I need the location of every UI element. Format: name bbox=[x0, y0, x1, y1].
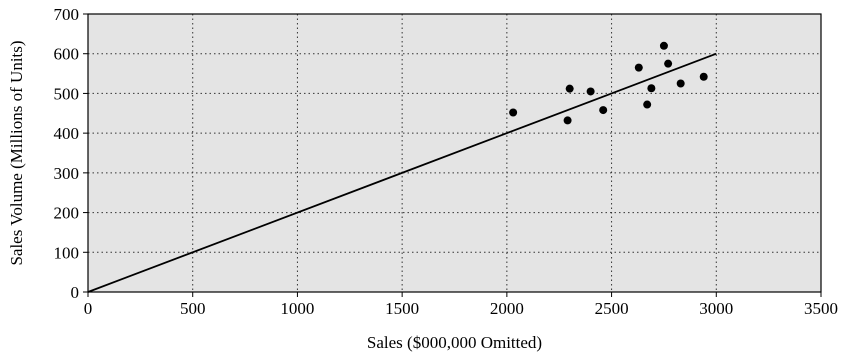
reference-line bbox=[87, 52, 717, 293]
y-tick-labels: 0 100 200 300 400 500 600 700 bbox=[54, 5, 80, 302]
data-point bbox=[599, 106, 608, 115]
y-tick-label: 600 bbox=[54, 45, 80, 64]
data-point bbox=[586, 87, 595, 96]
y-tick-label: 0 bbox=[71, 283, 80, 302]
x-tick-label: 500 bbox=[180, 299, 206, 318]
y-tick-label: 500 bbox=[54, 84, 80, 103]
x-tick-label: 3500 bbox=[804, 299, 838, 318]
y-axis-title: Sales Volume (Millions of Units) bbox=[7, 40, 26, 265]
data-point bbox=[509, 108, 518, 117]
data-points bbox=[509, 41, 708, 125]
y-tick-label: 200 bbox=[54, 204, 80, 223]
x-tick-label: 1000 bbox=[280, 299, 314, 318]
x-tick-label: 3000 bbox=[699, 299, 733, 318]
data-point bbox=[676, 79, 685, 88]
x-tick-labels: 0 500 1000 1500 2000 2500 3000 3500 bbox=[84, 299, 838, 318]
y-tick-label: 300 bbox=[54, 164, 80, 183]
x-tick-label: 2500 bbox=[595, 299, 629, 318]
data-point bbox=[643, 100, 652, 109]
y-tick-label: 400 bbox=[54, 124, 80, 143]
data-point bbox=[634, 63, 643, 72]
data-point bbox=[699, 72, 708, 81]
axis-ticks bbox=[83, 13, 822, 297]
x-tick-label: 1500 bbox=[385, 299, 419, 318]
x-axis-title: Sales ($000,000 Omitted) bbox=[367, 333, 542, 352]
x-tick-label: 0 bbox=[84, 299, 93, 318]
y-tick-label: 700 bbox=[54, 5, 80, 24]
plot-border bbox=[87, 13, 822, 293]
y-tick-label: 100 bbox=[54, 243, 80, 262]
data-point bbox=[659, 41, 668, 50]
data-point bbox=[664, 59, 673, 68]
x-tick-label: 2000 bbox=[490, 299, 524, 318]
data-point bbox=[565, 84, 574, 93]
data-point bbox=[647, 84, 656, 93]
grid-lines bbox=[88, 14, 821, 292]
data-point bbox=[563, 116, 572, 125]
